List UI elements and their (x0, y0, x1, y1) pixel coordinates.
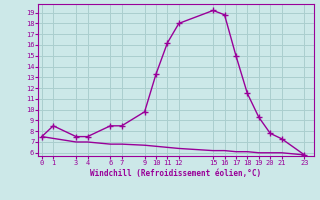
X-axis label: Windchill (Refroidissement éolien,°C): Windchill (Refroidissement éolien,°C) (91, 169, 261, 178)
